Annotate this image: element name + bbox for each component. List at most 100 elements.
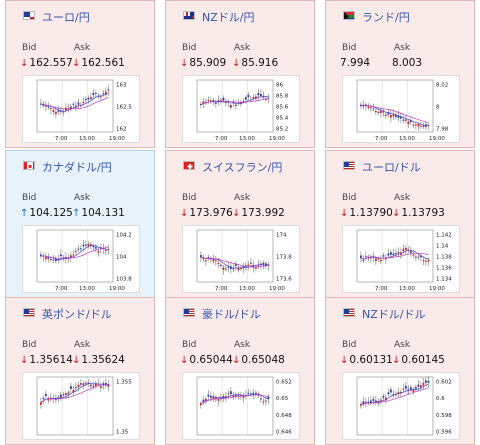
bid-label: Bid xyxy=(22,43,37,53)
moving-average-line xyxy=(200,393,269,404)
arrow-up-icon: ↑ xyxy=(20,208,29,219)
candlestick-chart[interactable]: 0.602 0.6 0.598 0.596 xyxy=(342,372,460,440)
ask-value: ↑104.131 xyxy=(72,207,125,219)
rate-card[interactable]: スイスフラン/円 Bid Ask ↓173.976 ↓173.992 174 173.8 17… xyxy=(165,150,315,298)
candle-body xyxy=(227,101,230,103)
rate-card[interactable]: NZドル/円 Bid Ask ↓85.909 ↓85.916 86 85.8 85.6 85.4… xyxy=(165,0,315,148)
card-header[interactable]: NZドル/ドル xyxy=(326,298,474,326)
currency-pair-name[interactable]: NZドル/円 xyxy=(202,11,255,24)
bid-label: Bid xyxy=(342,340,357,350)
candle-body xyxy=(420,385,422,388)
candle-body xyxy=(380,259,382,262)
candle-body xyxy=(425,380,427,383)
candle-body xyxy=(200,255,202,258)
candle-body xyxy=(377,112,380,114)
candle-body xyxy=(360,104,362,107)
candlestick-chart[interactable]: 104.2 104 103.8 7:00 13:00 19:00 xyxy=(22,225,140,293)
ask-value: 8.003 xyxy=(392,57,422,69)
card-header[interactable]: 英ポンド/ドル xyxy=(6,298,154,326)
bid-price: 1.13790 xyxy=(349,207,393,219)
candlestick-chart[interactable]: 163 162.5 162 7:00 13:00 19:00 xyxy=(22,75,140,143)
candlestick-chart[interactable]: 1.355 1.35 xyxy=(22,372,140,440)
rate-card[interactable]: ユーロ/円 Bid Ask ↓162.557 ↓162.561 163 162.5 162 7:… xyxy=(5,0,155,148)
rate-card[interactable]: NZドル/ドル Bid Ask ↓0.60131 ↓0.60145 0.602 0.6 0.5… xyxy=(325,297,475,445)
currency-pair-name[interactable]: 英ポンド/ドル xyxy=(42,308,112,321)
currency-pair-name[interactable]: NZドル/ドル xyxy=(362,308,426,321)
card-header[interactable]: スイスフラン/円 xyxy=(166,151,314,179)
rate-card[interactable]: カナダドル/円 Bid Ask ↑104.125 ↑104.131 104.2 104 103… xyxy=(5,150,155,298)
y-tick-label: 1.138 xyxy=(436,255,452,261)
bid-value: ↓0.60131 xyxy=(340,354,393,366)
candle-body xyxy=(205,260,207,262)
moving-average-line xyxy=(40,384,109,403)
flag-icon xyxy=(343,11,355,20)
bid-price: 173.976 xyxy=(189,207,233,219)
card-header[interactable]: ランド/円 xyxy=(326,1,474,29)
currency-pair-name[interactable]: ユーロ/円 xyxy=(42,11,90,24)
card-header[interactable]: ユーロ/円 xyxy=(6,1,154,29)
candle-body xyxy=(45,105,47,107)
candle-body xyxy=(412,254,415,256)
candle-body xyxy=(57,110,60,112)
candle-body xyxy=(105,91,107,95)
candle-body xyxy=(375,400,377,403)
candle-body xyxy=(55,111,57,115)
rate-card[interactable]: ランド/円 Bid Ask 7.994 8.003 8.02 8 7.98 7:00 13:00 1… xyxy=(325,0,475,148)
y-tick-label: 7.98 xyxy=(436,127,449,133)
bid-value: ↓0.65044 xyxy=(180,354,233,366)
candlestick-chart[interactable]: 1.142 1.14 1.138 1.136 1.134 7:00 13:00 19:00 xyxy=(342,225,460,293)
y-tick-label: 1.142 xyxy=(436,233,452,239)
rate-card[interactable]: 豪ドル/ドル Bid Ask ↓0.65044 ↓0.65048 0.652 0.65 0.6… xyxy=(165,297,315,445)
candle-body xyxy=(207,99,210,101)
candle-body xyxy=(390,252,392,255)
ask-label: Ask xyxy=(394,193,411,203)
candle-body xyxy=(237,267,240,271)
candle-body xyxy=(87,382,90,384)
currency-pair-name[interactable]: スイスフラン/円 xyxy=(202,161,283,174)
bid-price: 104.125 xyxy=(29,207,73,219)
currency-pair-name[interactable]: ユーロ/ドル xyxy=(362,161,421,174)
candle-body xyxy=(105,382,107,386)
moving-average-line xyxy=(40,247,109,259)
candlestick-chart[interactable]: 86 85.8 85.6 85.4 85.2 7:00 13:00 19:00 xyxy=(182,75,300,143)
arrow-down-icon: ↓ xyxy=(180,355,189,366)
candle-body xyxy=(240,267,242,269)
candlestick-chart[interactable]: 8.02 8 7.98 7:00 13:00 19:00 xyxy=(342,75,460,143)
candle-body xyxy=(375,111,377,113)
candle-body xyxy=(90,244,92,246)
y-tick-label: 85.2 xyxy=(276,127,288,133)
currency-pair-name[interactable]: ランド/円 xyxy=(362,11,410,24)
card-header[interactable]: ユーロ/ドル xyxy=(326,151,474,179)
candle-body xyxy=(75,250,77,252)
y-tick-label: 173.6 xyxy=(276,277,292,283)
flag-icon xyxy=(343,308,355,317)
bid-label: Bid xyxy=(22,193,37,203)
candle-body xyxy=(242,100,245,102)
candle-body xyxy=(382,255,385,257)
candle-body xyxy=(372,255,375,258)
candle-body xyxy=(220,265,222,267)
candle-body xyxy=(100,386,102,389)
candle-body xyxy=(385,114,387,116)
currency-pair-name[interactable]: 豪ドル/ドル xyxy=(202,308,261,321)
bid-label: Bid xyxy=(22,340,37,350)
candlestick-chart[interactable]: 0.652 0.65 0.648 0.646 xyxy=(182,372,300,440)
card-header[interactable]: NZドル/円 xyxy=(166,1,314,29)
rate-card[interactable]: 英ポンド/ドル Bid Ask ↓1.35614 ↓1.35624 1.355 1.35 xyxy=(5,297,155,445)
candle-body xyxy=(70,386,72,389)
candle-body xyxy=(40,103,42,105)
candle-body xyxy=(362,259,365,261)
candle-body xyxy=(225,268,227,270)
candle-body xyxy=(407,121,410,124)
candle-body xyxy=(77,102,80,105)
candle-body xyxy=(260,398,262,400)
card-header[interactable]: カナダドル/円 xyxy=(6,151,154,179)
bid-value: ↑104.125 xyxy=(20,207,73,219)
card-header[interactable]: 豪ドル/ドル xyxy=(166,298,314,326)
candlestick-chart[interactable]: 174 173.8 173.6 7:00 13:00 19:00 xyxy=(182,225,300,293)
ask-label: Ask xyxy=(234,193,251,203)
chart-svg: 1.355 1.35 xyxy=(36,376,132,436)
candle-body xyxy=(210,100,212,102)
rate-card[interactable]: ユーロ/ドル Bid Ask ↓1.13790 ↓1.13793 1.142 1.14 1.1… xyxy=(325,150,475,298)
currency-pair-name[interactable]: カナダドル/円 xyxy=(42,161,112,174)
